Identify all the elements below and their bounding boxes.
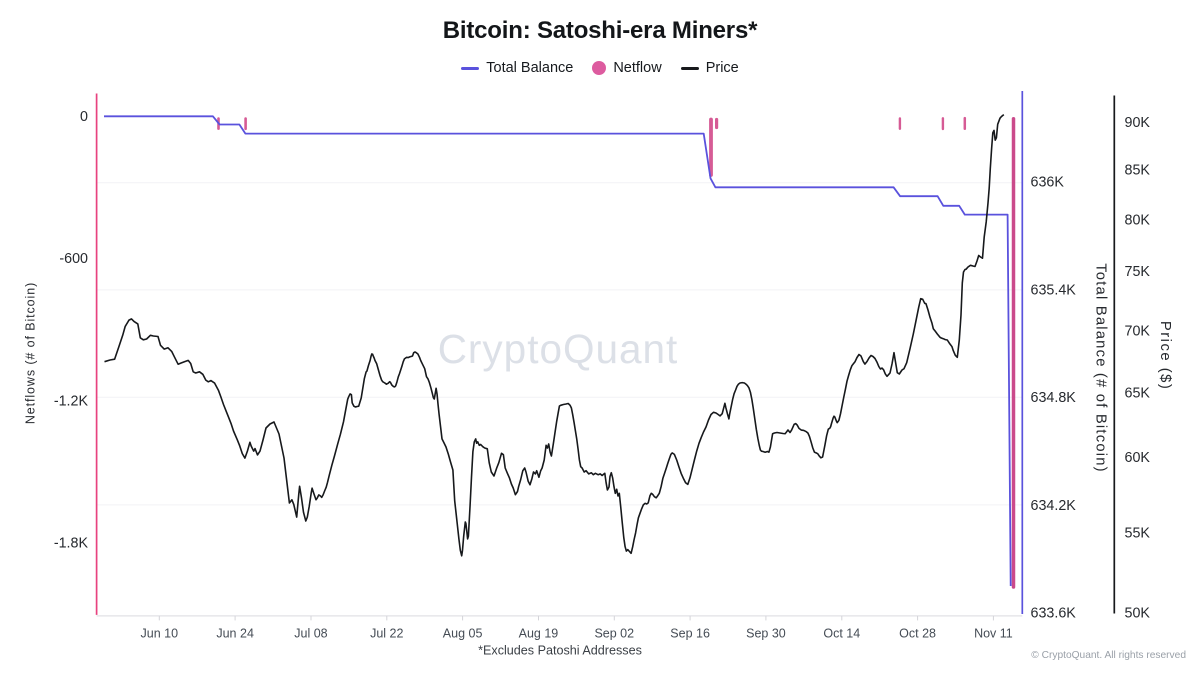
svg-text:-600: -600 [59, 251, 88, 267]
svg-text:634.2K: 634.2K [1031, 498, 1077, 514]
svg-text:*Excludes Patoshi Addresses: *Excludes Patoshi Addresses [478, 644, 642, 658]
svg-text:75K: 75K [1125, 264, 1151, 280]
svg-text:80K: 80K [1125, 212, 1151, 228]
svg-text:Nov 11: Nov 11 [974, 626, 1013, 640]
svg-text:Aug 19: Aug 19 [519, 626, 559, 640]
svg-text:Oct 28: Oct 28 [899, 626, 936, 640]
svg-text:Sep 16: Sep 16 [670, 626, 710, 640]
svg-text:Jun 24: Jun 24 [216, 626, 254, 640]
svg-text:Jun 10: Jun 10 [141, 626, 179, 640]
svg-text:© CryptoQuant. All rights rese: © CryptoQuant. All rights reserved [1031, 650, 1186, 661]
svg-text:633.6K: 633.6K [1031, 606, 1077, 622]
svg-text:65K: 65K [1125, 385, 1151, 401]
svg-text:-1.2K: -1.2K [54, 393, 89, 409]
svg-text:636K: 636K [1031, 175, 1065, 191]
svg-text:634.8K: 634.8K [1031, 390, 1077, 406]
svg-text:60K: 60K [1125, 450, 1151, 466]
svg-text:Jul 22: Jul 22 [370, 626, 403, 640]
svg-text:Aug 05: Aug 05 [443, 626, 483, 640]
svg-text:-1.8K: -1.8K [54, 536, 89, 552]
svg-text:70K: 70K [1125, 323, 1151, 339]
svg-text:Total Balance (# of Bitcoin): Total Balance (# of Bitcoin) [1093, 263, 1109, 473]
svg-text:Netflows (# of Bitcoin): Netflows (# of Bitcoin) [24, 282, 38, 424]
svg-text:Sep 02: Sep 02 [594, 626, 634, 640]
svg-text:50K: 50K [1125, 606, 1151, 622]
svg-text:55K: 55K [1125, 525, 1151, 541]
svg-text:85K: 85K [1125, 163, 1151, 179]
svg-text:90K: 90K [1125, 115, 1151, 131]
svg-text:CryptoQuant: CryptoQuant [438, 326, 679, 372]
svg-text:635.4K: 635.4K [1031, 282, 1077, 298]
svg-text:Sep 30: Sep 30 [746, 626, 786, 640]
svg-text:Price ($): Price ($) [1157, 321, 1173, 390]
svg-text:0: 0 [80, 109, 88, 125]
svg-text:Jul 08: Jul 08 [294, 626, 327, 640]
svg-text:Oct 14: Oct 14 [823, 626, 860, 640]
